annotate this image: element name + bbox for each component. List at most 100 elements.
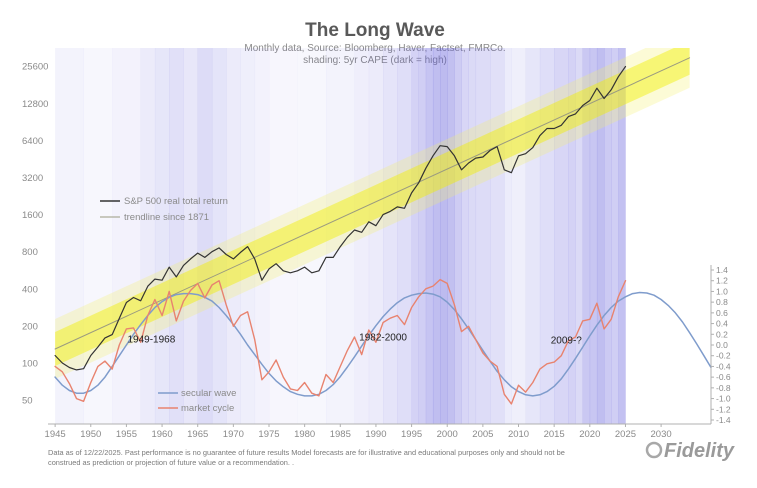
cape-shading-strip <box>169 48 184 424</box>
cape-shading-strip <box>568 48 576 424</box>
x-tick-label: 1960 <box>151 429 172 440</box>
cape-shading-strip <box>354 48 370 424</box>
x-tick-label: 2010 <box>508 429 529 440</box>
y-right-tick-label: 0.6 <box>716 308 728 318</box>
cape-shading-strip <box>211 48 227 424</box>
cape-shading-strip <box>269 48 298 424</box>
cape-shading-strip <box>611 48 619 424</box>
legend-label-cycle: market cycle <box>181 403 234 414</box>
cape-shading-strip <box>447 48 455 424</box>
x-tick-label: 1990 <box>365 429 386 440</box>
cape-shading-strip <box>454 48 462 424</box>
cape-shading-strip <box>618 48 626 424</box>
cape-shading-strip <box>596 48 605 424</box>
period-annotation: 2009-? <box>551 335 583 346</box>
x-tick-label: 2015 <box>544 429 565 440</box>
x-tick-label: 2025 <box>615 429 636 440</box>
cape-shading-strip <box>197 48 213 424</box>
cape-shading-strip <box>589 48 598 424</box>
cape-shading-strip <box>511 48 526 424</box>
x-tick-label: 1980 <box>294 429 315 440</box>
cape-shading-strip <box>440 48 448 424</box>
y-right-tick-label: 0.0 <box>716 340 728 350</box>
x-tick-label: 1995 <box>401 429 422 440</box>
y-right-tick-label: 0.8 <box>716 297 728 307</box>
period-annotation: 1949-1968 <box>127 334 175 345</box>
x-tick-label: 1985 <box>330 429 351 440</box>
y-right-tick-label: -0.8 <box>716 383 731 393</box>
fidelity-logo: Fidelity <box>645 440 735 462</box>
cape-shading-strip <box>112 48 141 424</box>
cape-shading-strip <box>411 48 420 424</box>
y-right-tick-label: -1.2 <box>716 404 731 414</box>
cape-shading-strip <box>368 48 384 424</box>
trendline-series <box>54 57 691 350</box>
market-cycle-series <box>54 278 627 405</box>
y-right-tick-label: -0.2 <box>716 351 731 361</box>
footnote-line-2: construed as prediction or projection of… <box>48 458 294 467</box>
sp500-real-total-return-series <box>54 65 627 371</box>
cape-shading-strip <box>425 48 434 424</box>
y-left-tick-label: 400 <box>22 284 38 295</box>
y-left-tick-label: 100 <box>22 359 38 370</box>
cape-shading-strip <box>183 48 199 424</box>
logo-mark-icon <box>645 441 663 459</box>
y-right-tick-label: 1.4 <box>716 265 728 275</box>
cape-shading-strip <box>326 48 355 424</box>
y-right-tick-label: -1.0 <box>716 394 731 404</box>
legend-bottom: secular wave market cycle <box>158 388 236 414</box>
x-tick-label: 1955 <box>116 429 137 440</box>
price-layer <box>54 65 627 371</box>
y-right-tick-label: -1.4 <box>716 415 731 425</box>
legend-label-trendline: trendline since 1871 <box>124 212 209 223</box>
y-right-tick-label: 1.2 <box>716 276 728 286</box>
cape-shading-strip <box>240 48 256 424</box>
x-tick-label: 1965 <box>187 429 208 440</box>
x-tick-label: 2020 <box>579 429 600 440</box>
cape-shading-strip <box>418 48 427 424</box>
legend-top: S&P 500 real total return trendline sinc… <box>100 196 228 223</box>
y-right-tick-label: 0.2 <box>716 329 728 339</box>
chart-title: The Long Wave <box>305 20 445 41</box>
legend-label-price: S&P 500 real total return <box>124 196 228 207</box>
cape-shading-strip <box>504 48 512 424</box>
y-left-tick-label: 6400 <box>22 136 43 147</box>
y-right-tick-label: -0.6 <box>716 372 731 382</box>
y-left-tick-label: 800 <box>22 247 38 258</box>
y-right-tick-label: 0.4 <box>716 319 728 329</box>
y-left-tick-label: 1600 <box>22 210 43 221</box>
footnote-line-1: Data as of 12/22/2025. Past performance … <box>48 448 565 457</box>
x-axis-ticks: 1945 1950 1955 1960 1965 1970 1975 1980 1985 1990… <box>45 424 672 440</box>
x-tick-label: 1950 <box>80 429 101 440</box>
cape-shading-strip <box>604 48 612 424</box>
x-tick-label: 1945 <box>45 429 66 440</box>
cape-shading <box>55 48 626 424</box>
trend-band-inner <box>55 48 690 366</box>
cape-shading-strip <box>475 48 491 424</box>
period-annotation: 1982-2000 <box>359 333 407 344</box>
y-left-tick-label: 200 <box>22 321 38 332</box>
cape-shading-strip <box>490 48 505 424</box>
y-left-tick-label: 3200 <box>22 173 43 184</box>
cape-shading-strip <box>397 48 412 424</box>
cape-shading-strip <box>140 48 156 424</box>
cape-shading-strip <box>468 48 477 424</box>
cape-shading-strip <box>254 48 270 424</box>
wave-layer <box>54 278 712 405</box>
x-tick-label: 1975 <box>258 429 279 440</box>
chart-shading-note: shading: 5yr CAPE (dark = high) <box>303 55 447 66</box>
y-left-tick-label: 12800 <box>22 99 48 110</box>
cape-shading-strip <box>154 48 170 424</box>
y-right-tick-label: -0.4 <box>716 361 731 371</box>
y-left-ticks: 50 100 200 400 800 1600 3200 6400 12800 25600 <box>22 62 48 407</box>
cape-shading-strip <box>575 48 583 424</box>
cape-shading-strip <box>554 48 569 424</box>
chart-subtitle: Monthly data, Source: Bloomberg, Haver, … <box>244 43 505 54</box>
brand-name: Fidelity <box>664 440 735 462</box>
cape-shading-strip <box>83 48 113 424</box>
x-tick-label: 2030 <box>651 429 672 440</box>
cape-shading-strip <box>539 48 555 424</box>
y-left-tick-label: 50 <box>22 396 33 407</box>
x-tick-label: 2000 <box>437 429 458 440</box>
